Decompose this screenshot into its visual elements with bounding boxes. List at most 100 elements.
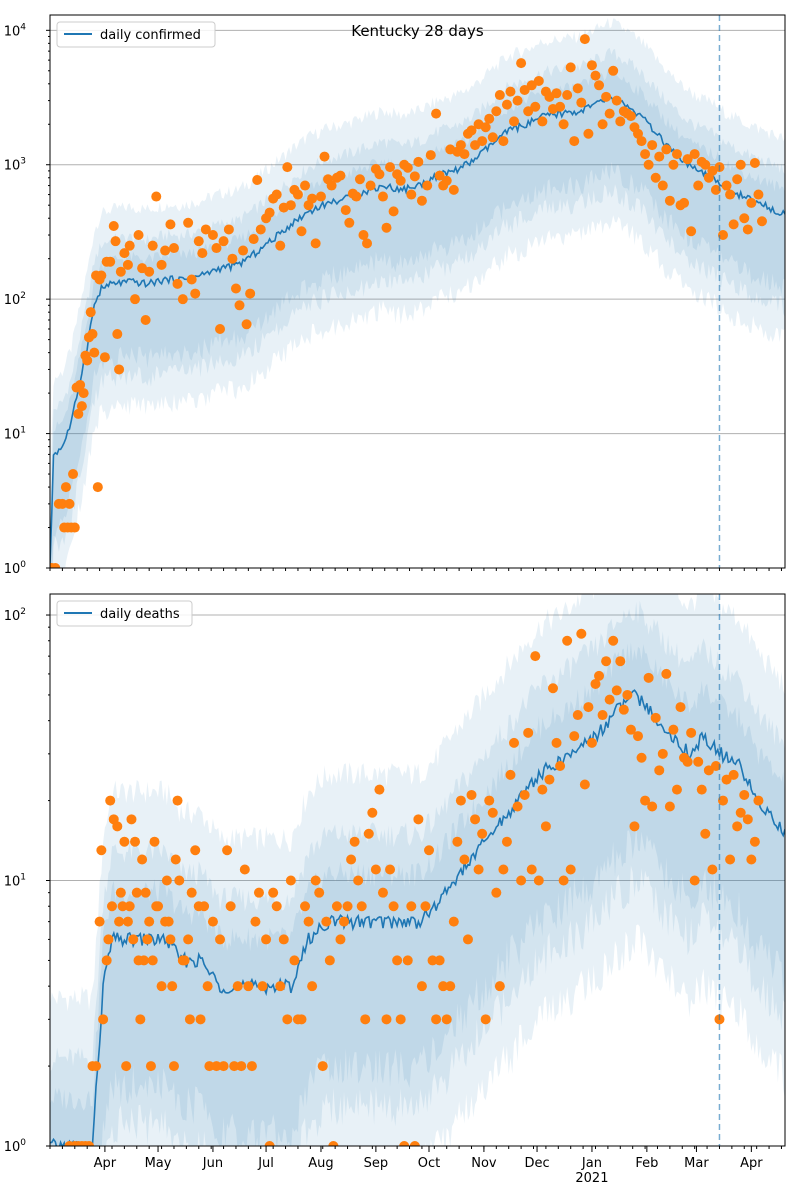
data-point: [597, 119, 608, 130]
x-tick-label: Feb: [635, 1156, 658, 1171]
data-point: [83, 1141, 94, 1146]
data-point: [455, 795, 466, 806]
data-point: [530, 101, 541, 112]
data-point: [149, 836, 160, 847]
data-point: [99, 352, 110, 363]
data-point: [215, 323, 226, 334]
data-point: [145, 1061, 156, 1072]
data-point: [253, 887, 264, 898]
data-point: [636, 752, 647, 763]
data-point: [388, 901, 399, 912]
data-point: [239, 864, 250, 875]
x-tick-label: Apr: [740, 1156, 763, 1171]
y-tick-label: 101: [4, 426, 26, 443]
data-point: [601, 91, 612, 102]
data-point: [50, 563, 61, 568]
data-point: [365, 180, 376, 191]
data-point: [576, 97, 587, 108]
data-point: [739, 789, 750, 800]
data-point: [124, 240, 135, 251]
data-point: [718, 795, 729, 806]
data-point: [57, 498, 68, 509]
data-point: [732, 821, 743, 832]
data-point: [342, 901, 353, 912]
data-point: [392, 955, 403, 966]
data-point: [144, 916, 155, 927]
data-point: [360, 1014, 371, 1025]
data-point: [204, 1061, 215, 1072]
data-point: [537, 784, 548, 795]
data-point: [491, 887, 502, 898]
data-point: [75, 379, 86, 390]
data-point: [749, 836, 760, 847]
data-point: [682, 756, 693, 767]
data-point: [147, 240, 158, 251]
data-point: [710, 760, 721, 771]
data-point: [105, 795, 116, 806]
data-point: [579, 779, 590, 790]
data-point: [82, 355, 93, 366]
data-point: [572, 83, 583, 94]
data-point: [190, 288, 201, 299]
x-tick-label: May: [145, 1156, 172, 1171]
series-line-daily-deaths: [50, 689, 785, 1146]
plot-area: [50, 594, 785, 1146]
data-point: [505, 86, 516, 97]
data-point: [622, 689, 633, 700]
data-point: [494, 981, 505, 992]
data-point: [300, 180, 311, 191]
data-point: [625, 111, 636, 122]
data-point: [351, 191, 362, 202]
data-point: [151, 191, 162, 202]
data-point: [710, 184, 721, 195]
data-point: [395, 1014, 406, 1025]
data-point: [223, 224, 234, 235]
data-point: [424, 845, 435, 856]
data-point: [218, 236, 229, 247]
data-point: [153, 901, 164, 912]
data-point: [114, 916, 125, 927]
data-point: [183, 217, 194, 228]
data-point: [289, 955, 300, 966]
data-point: [675, 702, 686, 713]
data-point: [693, 756, 704, 767]
x-year-label: 2021: [575, 1171, 608, 1186]
data-point: [199, 901, 210, 912]
data-point: [106, 901, 117, 912]
data-point: [377, 191, 388, 202]
y-tick-label: 103: [4, 157, 26, 174]
data-point: [721, 180, 732, 191]
data-point: [406, 189, 417, 200]
data-point: [413, 156, 424, 167]
data-point: [732, 174, 743, 185]
data-point: [115, 266, 126, 277]
data-point: [558, 119, 569, 130]
data-point: [202, 981, 213, 992]
data-point: [448, 916, 459, 927]
data-point: [562, 635, 573, 646]
uncertainty-band: [50, 18, 785, 568]
legend-label: daily confirmed: [100, 28, 201, 43]
data-point: [742, 814, 753, 825]
uncertainty-band: [50, 594, 785, 1146]
data-point: [144, 266, 155, 277]
data-point: [207, 230, 218, 241]
data-point: [130, 294, 141, 305]
data-point: [356, 901, 367, 912]
data-point: [413, 814, 424, 825]
data-point: [156, 259, 167, 270]
legend-label: daily deaths: [100, 607, 180, 622]
data-point: [367, 807, 378, 818]
data-point: [250, 916, 261, 927]
data-point: [441, 1014, 452, 1025]
data-point: [87, 329, 98, 340]
data-point: [197, 248, 208, 259]
data-point: [519, 789, 530, 800]
data-point: [381, 1014, 392, 1025]
data-point: [92, 482, 103, 493]
x-tick-label: Aug: [308, 1156, 333, 1171]
data-point: [324, 955, 335, 966]
data-point: [487, 132, 498, 143]
data-point: [64, 498, 75, 509]
data-point: [362, 238, 373, 249]
